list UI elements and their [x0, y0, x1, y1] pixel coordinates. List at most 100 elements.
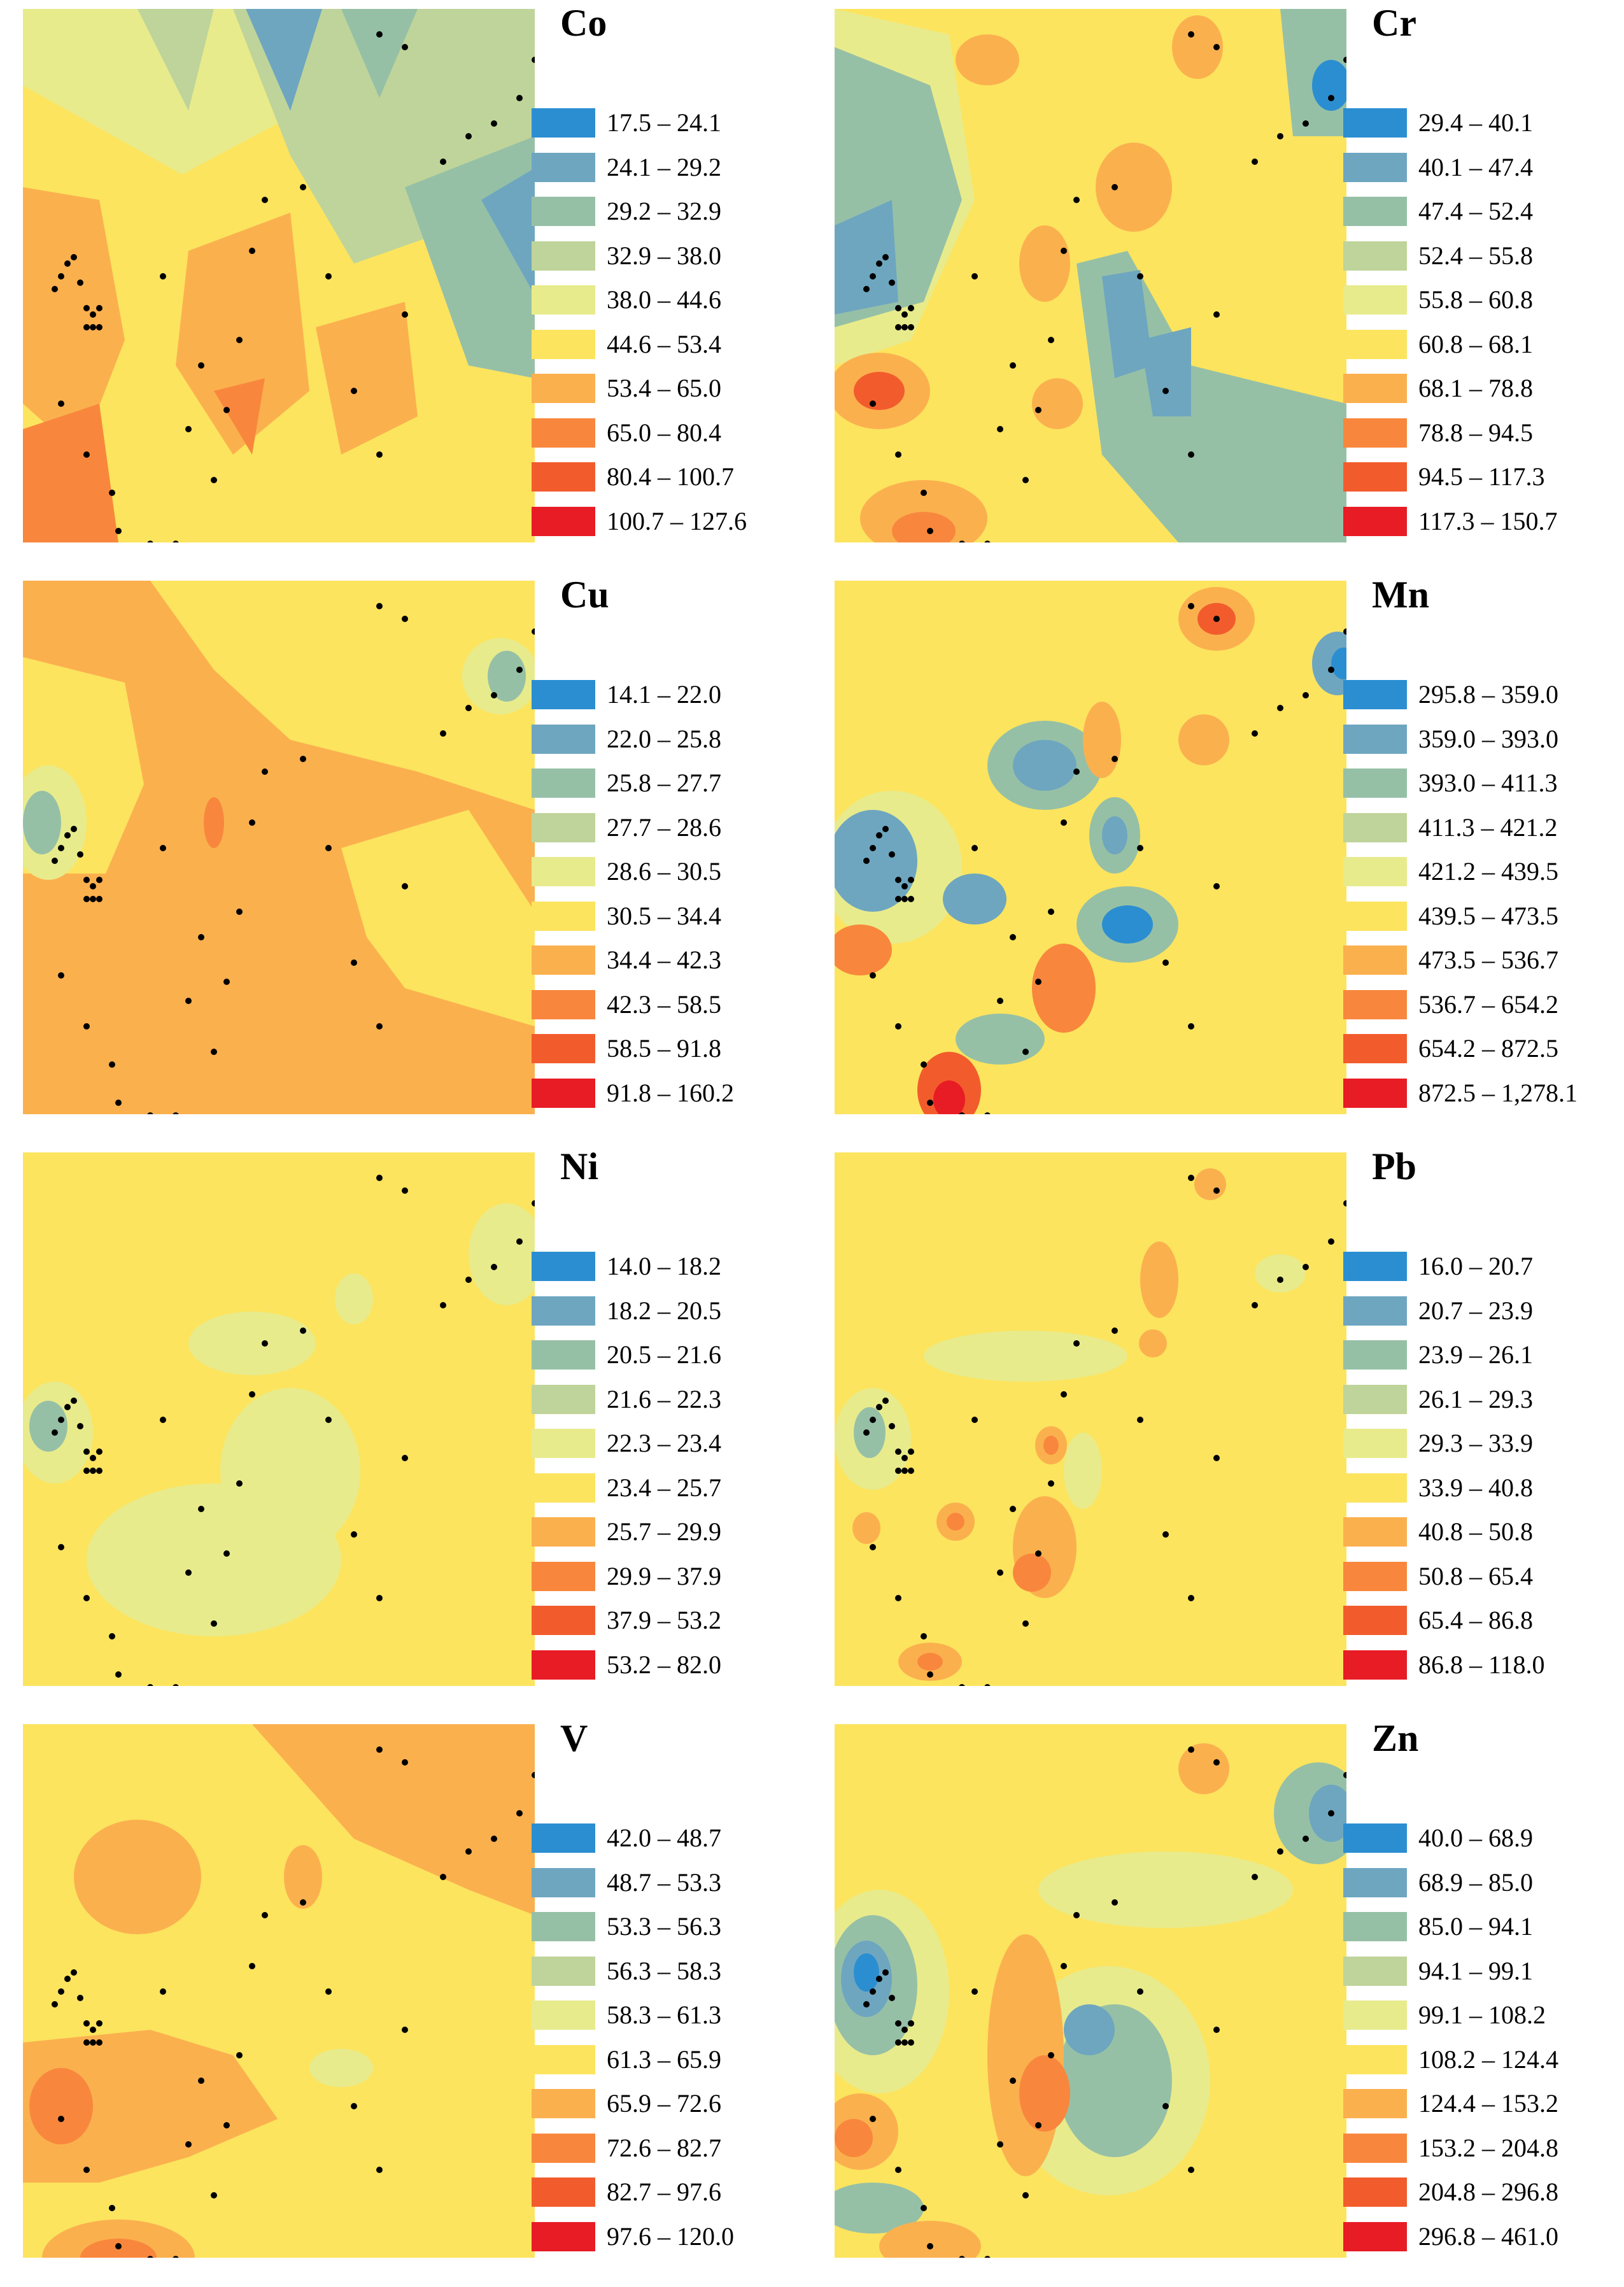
sample-point: [300, 756, 306, 762]
legend-swatch: [532, 285, 595, 315]
sample-point: [83, 896, 90, 902]
legend-label: 14.1 – 22.0: [607, 680, 721, 709]
legend-label: 421.2 – 439.5: [1418, 857, 1558, 886]
sample-point: [351, 959, 357, 966]
sample-point: [895, 877, 901, 883]
sample-point: [997, 1569, 1003, 1576]
legend-row: 61.3 – 65.9: [532, 2040, 812, 2085]
sample-point: [1188, 1175, 1194, 1181]
sample-point: [1048, 2052, 1054, 2058]
sample-point: [402, 44, 408, 50]
legend-label: 473.5 – 536.7: [1418, 945, 1558, 974]
sample-point: [223, 979, 230, 985]
legend-swatch: [1343, 2044, 1407, 2074]
sample-point: [895, 2167, 901, 2173]
legend-swatch: [1343, 1606, 1407, 1635]
sample-point: [895, 1595, 901, 1601]
legend-row: 22.3 – 23.4: [532, 1424, 812, 1468]
legend-swatch: [1343, 1384, 1407, 1414]
panel-pb: Pb 16.0 – 20.7 20.7 – 23.9 23.9 – 26.1 26.1…: [812, 1144, 1623, 1715]
legend-row: 48.7 – 53.3: [532, 1863, 812, 1908]
legend-label: 411.3 – 421.2: [1418, 812, 1558, 842]
legend-label: 42.3 – 58.5: [607, 989, 721, 1019]
legend-row: 44.6 – 53.4: [532, 325, 812, 369]
sample-point: [870, 845, 876, 851]
legend-swatch: [1343, 945, 1407, 975]
legend-row: 100.7 – 127.6: [532, 502, 812, 546]
legend-label: 29.2 – 32.9: [607, 197, 721, 225]
sample-point: [1061, 819, 1067, 826]
sample-point: [1328, 667, 1334, 673]
sample-point: [921, 1061, 927, 1068]
sample-point: [58, 1988, 64, 1995]
sample-point: [1137, 273, 1143, 280]
legend-swatch: [532, 506, 595, 536]
legend-label: 78.8 – 94.5: [1418, 418, 1533, 447]
legend-label: 60.8 – 68.1: [1418, 329, 1533, 358]
legend-label: 17.5 – 24.1: [607, 108, 721, 137]
legend-row: 22.0 – 25.8: [532, 719, 812, 764]
legend-label: 26.1 – 29.3: [1418, 1384, 1533, 1413]
sample-point: [959, 2256, 965, 2258]
sample-point: [882, 826, 889, 832]
legend-swatch: [1343, 374, 1407, 403]
sample-point: [58, 845, 64, 851]
sample-point: [870, 1544, 876, 1550]
legend-swatch: [532, 1956, 595, 1986]
legend-label: 359.0 – 393.0: [1418, 724, 1558, 753]
sample-point: [1073, 1340, 1080, 1347]
sample-point: [465, 1848, 472, 1855]
sample-point: [64, 1404, 71, 1410]
sample-point: [870, 1417, 876, 1423]
sample-point: [1188, 1746, 1194, 1753]
legend-label: 153.2 – 204.8: [1418, 2133, 1558, 2162]
sample-point: [402, 616, 408, 622]
legend-swatch: [532, 901, 595, 931]
sample-point: [1073, 768, 1080, 775]
legend-swatch: [532, 152, 595, 182]
sample-point: [71, 826, 77, 832]
sample-point: [262, 768, 268, 775]
legend-label: 80.4 – 100.7: [607, 462, 734, 491]
legend-row: 58.3 – 61.3: [532, 1995, 812, 2040]
sample-point: [1112, 1328, 1118, 1334]
sample-point: [376, 451, 383, 458]
legend-label: 53.2 – 82.0: [607, 1650, 721, 1679]
legend-swatch: [532, 329, 595, 359]
legend-row: 411.3 – 421.2: [1343, 808, 1623, 853]
sample-point: [908, 305, 914, 311]
sample-point: [1112, 756, 1118, 762]
legend-label: 124.4 – 153.2: [1418, 2089, 1558, 2118]
sample-point: [1277, 1277, 1283, 1283]
sample-point: [185, 2141, 192, 2148]
sample-point: [927, 2243, 933, 2249]
sample-points: [863, 1746, 1346, 2258]
sample-point: [147, 2256, 153, 2258]
sample-point: [1328, 1238, 1334, 1245]
sample-point: [440, 1302, 446, 1308]
sample-point: [908, 877, 914, 883]
sample-point: [52, 2001, 58, 2007]
sample-point: [90, 896, 96, 902]
sample-point: [1010, 1506, 1016, 1512]
sample-point: [83, 877, 90, 883]
sample-point: [1277, 705, 1283, 711]
legend-swatch: [532, 1384, 595, 1414]
legend-swatch: [532, 1340, 595, 1370]
sample-point: [115, 1100, 122, 1106]
sample-point: [249, 248, 255, 254]
map-cr: [835, 9, 1346, 542]
sample-point: [876, 832, 882, 839]
legend-label: 25.7 – 29.9: [607, 1517, 721, 1546]
sample-point: [236, 2052, 243, 2058]
sample-point: [90, 1455, 96, 1461]
sample-point: [109, 1061, 115, 1068]
panel-mn: Mn 295.8 – 359.0 359.0 – 393.0 393.0 – 411…: [812, 572, 1623, 1144]
element-title: Zn: [1372, 1717, 1419, 1759]
legend-row: 85.0 – 94.1: [1343, 1907, 1623, 1951]
legend-swatch: [532, 1912, 595, 1941]
legend-swatch: [532, 1473, 595, 1503]
legend-label: 536.7 – 654.2: [1418, 989, 1558, 1019]
legend-v: 42.0 – 48.7 48.7 – 53.3 53.3 – 56.3 56.3 – …: [532, 1818, 812, 2261]
sample-point: [223, 1550, 230, 1557]
